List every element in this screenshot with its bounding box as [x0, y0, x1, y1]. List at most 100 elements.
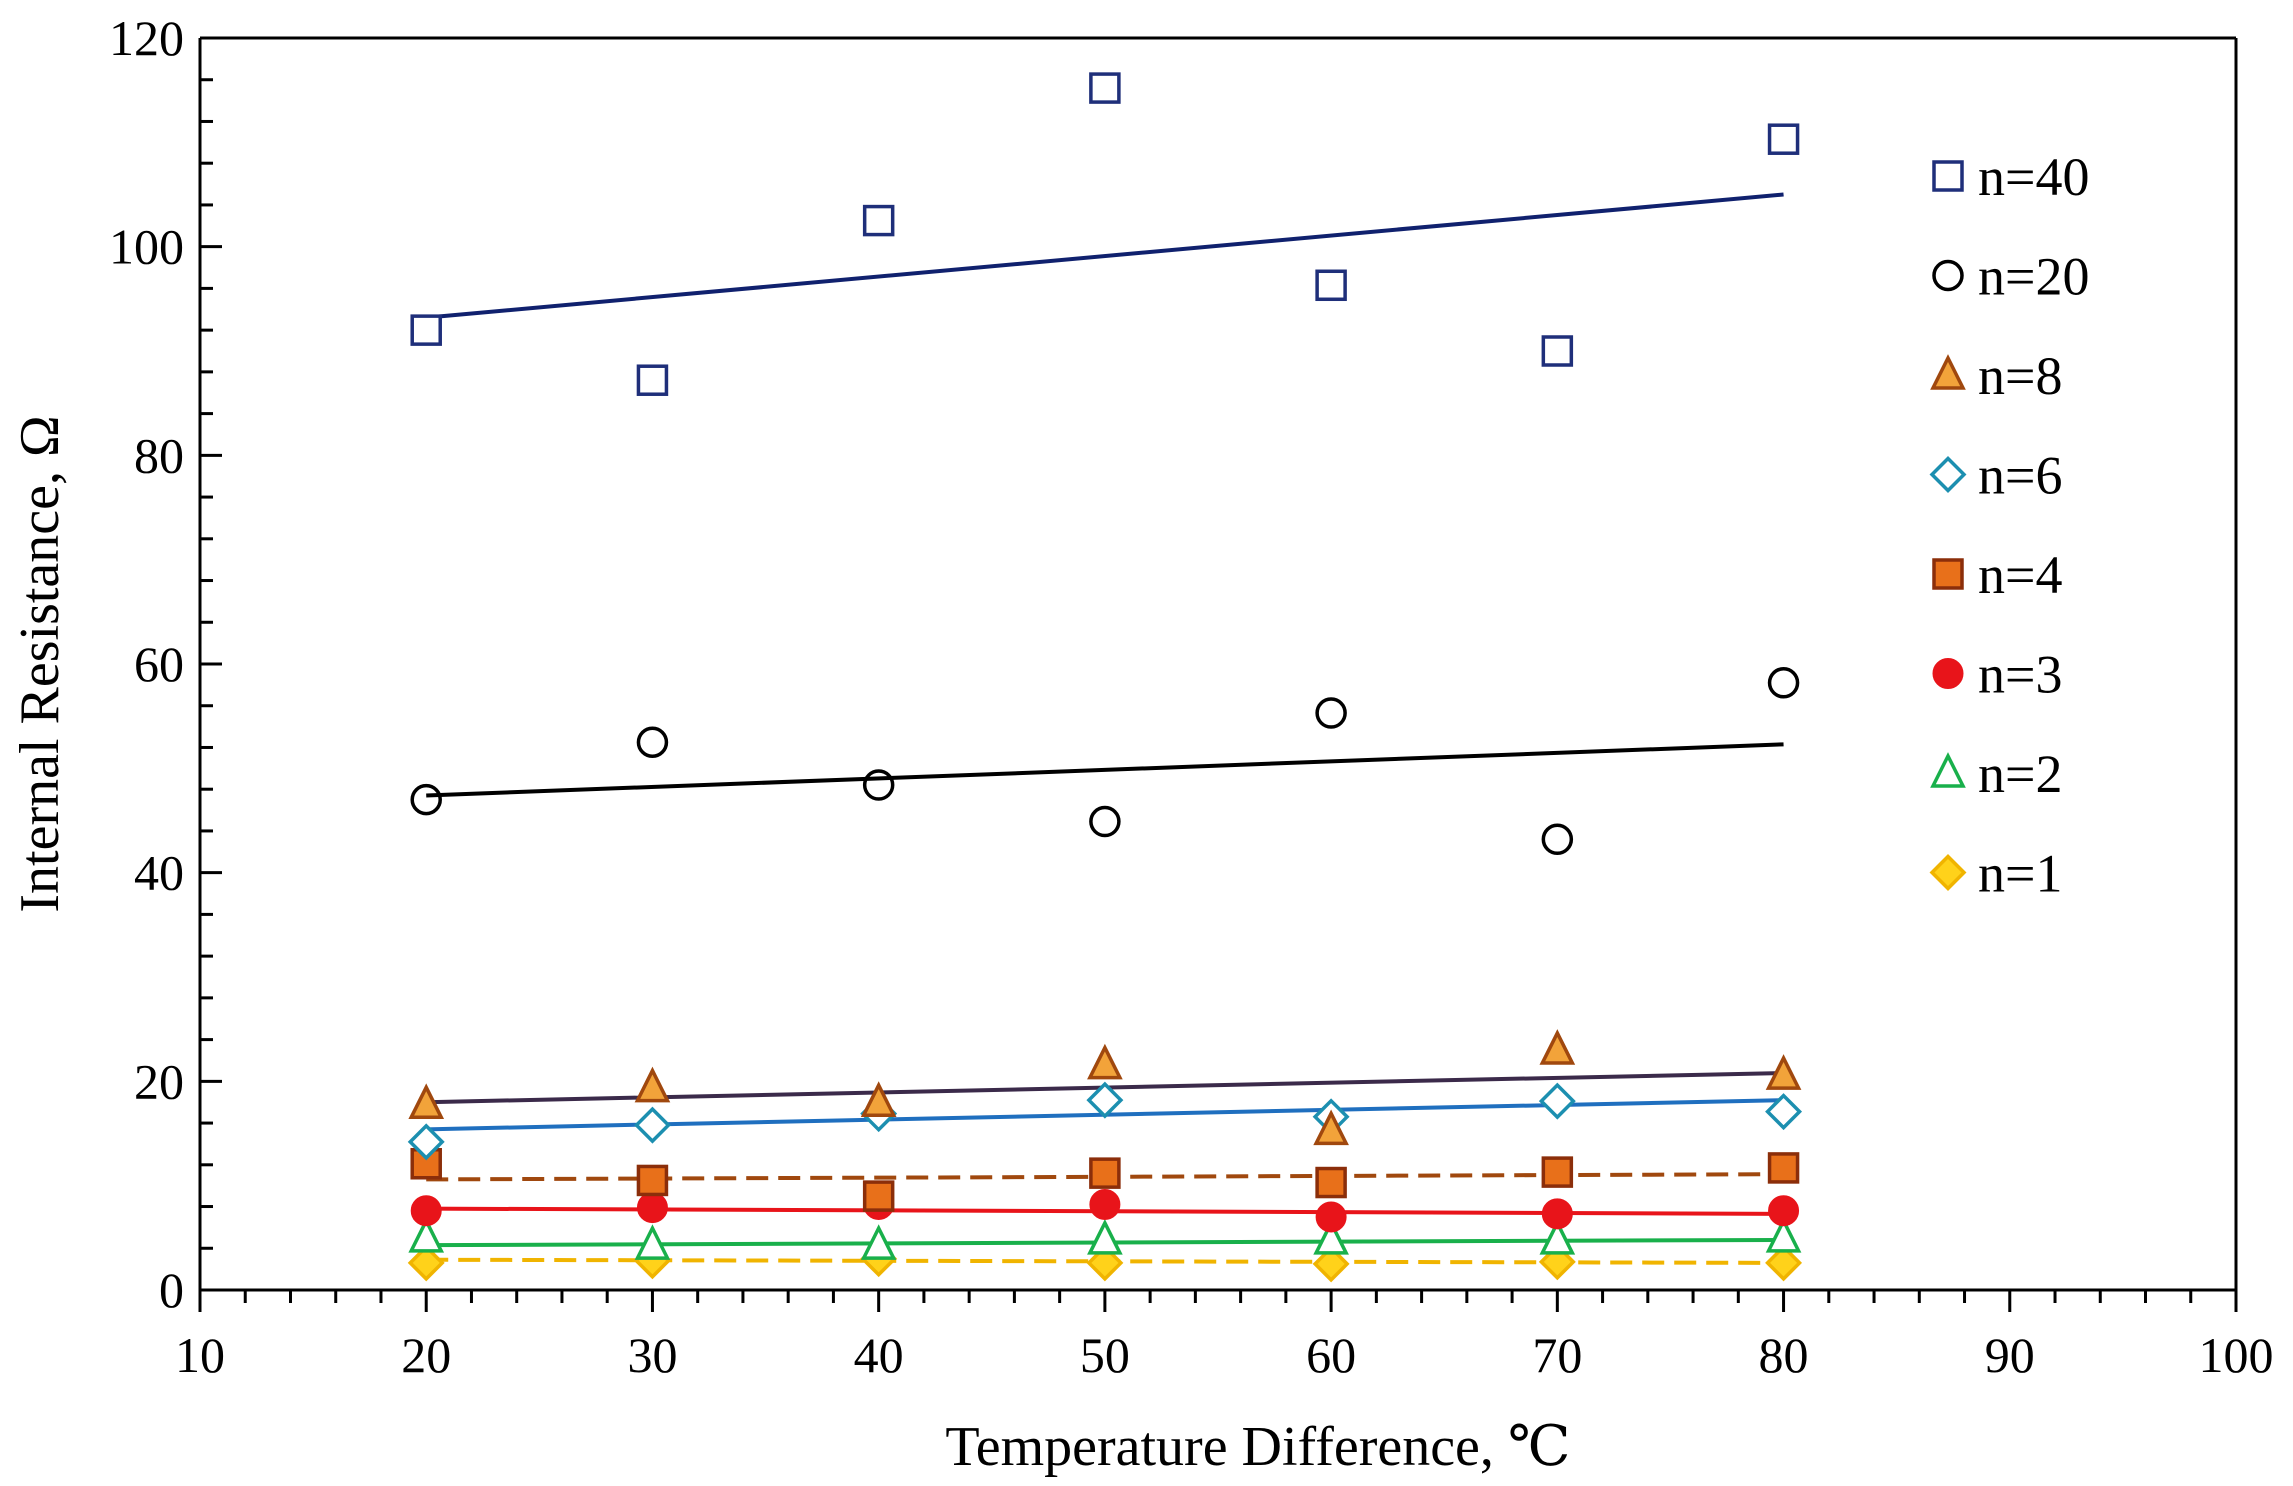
marker-shape: [1930, 354, 1966, 390]
x-tick-label: 80: [1759, 1327, 1809, 1383]
legend-label-n3: n=3: [1978, 645, 2062, 705]
y-tick-label: 100: [109, 219, 184, 275]
point-n4: [1541, 1156, 1574, 1188]
x-tick-label: 20: [401, 1327, 451, 1383]
marker-shape: [1315, 269, 1347, 302]
marker-shape: [860, 1224, 897, 1260]
marker-shape: [862, 769, 895, 801]
marker-shape: [1929, 854, 1967, 891]
legend-marker-n1: [1929, 854, 1967, 891]
marker-shape: [1089, 1157, 1121, 1189]
point-n1: [1086, 1244, 1124, 1282]
x-tick-label: 60: [1306, 1327, 1356, 1383]
marker-shape: [1768, 1195, 1800, 1227]
point-n6: [1538, 1082, 1576, 1120]
marker-shape: [410, 1195, 442, 1227]
point-n6: [1086, 1081, 1124, 1119]
point-n4: [1315, 1166, 1347, 1199]
legend-marker-n4: [1932, 558, 1964, 590]
legend-marker-n3: [1932, 658, 1964, 689]
marker-shape: [1765, 1054, 1802, 1090]
marker-shape: [1765, 1244, 1803, 1282]
x-tick-label: 10: [175, 1327, 225, 1383]
x-tick-label: 90: [1985, 1327, 2035, 1383]
marker-shape: [1315, 697, 1347, 729]
marker-shape: [1541, 1156, 1574, 1188]
marker-shape: [862, 1180, 895, 1212]
point-n40: [1541, 335, 1574, 367]
marker-shape: [1313, 1219, 1349, 1255]
legend-label-n2: n=2: [1978, 744, 2062, 804]
trendline-n40: [426, 192, 1784, 320]
marker-shape: [1089, 1188, 1121, 1220]
point-n20: [636, 726, 669, 758]
marker-shape: [1315, 1166, 1347, 1199]
x-axis-title: Temperature Difference, ℃: [945, 1416, 1570, 1478]
marker-shape: [1932, 558, 1964, 590]
marker-shape: [1539, 1029, 1576, 1065]
trendline-n20: [426, 742, 1784, 798]
point-n20: [1767, 667, 1800, 699]
point-n40: [410, 314, 442, 346]
point-n20: [1315, 697, 1347, 729]
marker-shape: [1932, 259, 1964, 292]
marker-shape: [407, 1123, 445, 1161]
point-n20: [410, 783, 442, 816]
point-n2: [1087, 1219, 1123, 1255]
legend-label-n20: n=20: [1978, 247, 2089, 307]
marker-shape: [410, 783, 442, 816]
marker-shape: [1932, 658, 1964, 689]
x-tick-label: 100: [2199, 1327, 2274, 1383]
marker-shape: [1767, 1152, 1800, 1184]
data-points: [407, 72, 1803, 1283]
point-n4: [1767, 1152, 1800, 1184]
marker-shape: [1539, 1219, 1576, 1255]
point-n3: [410, 1195, 442, 1227]
legend-label-n8: n=8: [1978, 346, 2062, 406]
point-n4: [862, 1180, 895, 1212]
point-n3: [1541, 1198, 1573, 1230]
point-n1: [1312, 1245, 1350, 1283]
point-n6: [633, 1106, 671, 1144]
point-n4: [1089, 1157, 1121, 1189]
ticks: 10 20 30 40 50 60 70 80 90 100 0 20 40 60 80 100 120: [109, 10, 2274, 1383]
marker-shape: [410, 314, 442, 346]
legend-label-n4: n=4: [1978, 545, 2062, 605]
point-n3: [636, 1192, 668, 1224]
legend-label-n40: n=40: [1978, 147, 2089, 207]
point-n8: [634, 1066, 671, 1103]
marker-shape: [1765, 1216, 1802, 1253]
legend-marker-n40: [1932, 160, 1964, 192]
legend-marker-n20: [1932, 259, 1964, 292]
marker-shape: [407, 1244, 445, 1282]
x-tick-label: 50: [1080, 1327, 1130, 1383]
point-n2: [1313, 1219, 1349, 1255]
marker-shape: [408, 1083, 445, 1120]
y-tick-label: 40: [134, 845, 184, 901]
point-n3: [1089, 1188, 1121, 1220]
marker-shape: [636, 726, 669, 758]
point-n2: [408, 1216, 445, 1253]
y-tick-label: 120: [109, 10, 184, 66]
point-n8: [1765, 1054, 1802, 1090]
point-n40: [636, 364, 669, 396]
point-n8: [408, 1083, 445, 1120]
point-n8: [1313, 1109, 1349, 1146]
marker-shape: [1315, 1201, 1347, 1233]
point-n40: [862, 204, 895, 237]
y-axis-title: Internal Resistance, Ω: [9, 415, 71, 912]
marker-shape: [1932, 160, 1964, 192]
point-n40: [1089, 72, 1121, 104]
marker-shape: [1541, 823, 1574, 856]
marker-shape: [1538, 1082, 1576, 1120]
x-tick-label: 70: [1532, 1327, 1582, 1383]
legend-marker-n8: [1930, 354, 1966, 390]
marker-shape: [1541, 1198, 1573, 1230]
marker-shape: [1086, 1081, 1124, 1119]
point-n6: [1765, 1093, 1803, 1131]
y-tick-label: 0: [159, 1262, 184, 1318]
point-n4: [636, 1164, 669, 1197]
marker-shape: [634, 1224, 671, 1260]
marker-shape: [633, 1106, 671, 1144]
marker-shape: [1929, 456, 1967, 493]
